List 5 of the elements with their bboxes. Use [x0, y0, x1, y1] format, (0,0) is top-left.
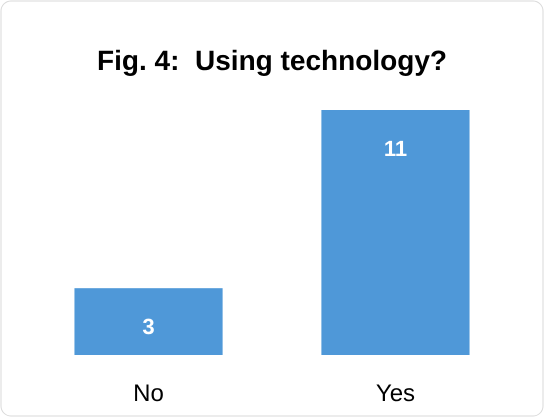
x-tick-label: Yes	[376, 380, 416, 407]
data-label: 11	[384, 136, 408, 161]
x-tick-label: No	[133, 380, 164, 407]
data-label: 3	[142, 314, 155, 340]
chart-title: Fig. 4: Using technology?	[97, 45, 447, 76]
